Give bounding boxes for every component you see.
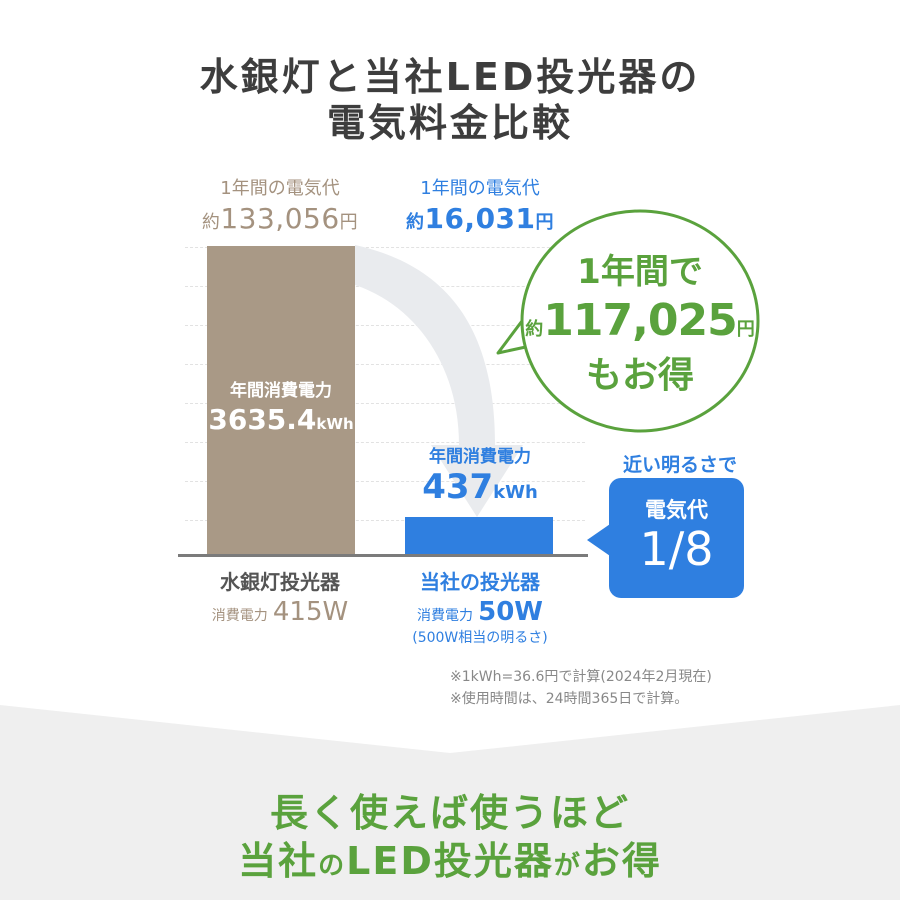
bottom-line1: 長く使えば使うほど — [269, 791, 630, 835]
mercury-power-label: 消費電力 — [211, 608, 268, 624]
led-category-label: 当社の投光器 — [420, 570, 540, 594]
led-power-label: 消費電力 — [417, 608, 474, 624]
savings-amount-row: 約117,025円 — [520, 295, 760, 346]
note-line1: ※1kWh=36.6円で計算(2024年2月現在) — [450, 669, 712, 685]
bottom-line2-no: の — [318, 851, 347, 881]
mercury-cost-block: 1年間の電気代 約133,056円 — [180, 174, 380, 235]
page-title-line2: 電気料金比較 — [326, 101, 573, 145]
page-title-line1: 水銀灯と当社LED投光器の — [199, 55, 701, 99]
led-bar-label-block: 年間消費電力 437kWh — [380, 442, 580, 507]
mercury-bar-label: 年間消費電力 — [230, 381, 332, 401]
led-cost-value: 16,031 — [424, 202, 536, 235]
ratio-callout-box: 電気代 1/8 — [609, 478, 744, 598]
mercury-cost-label: 1年間の電気代 — [220, 178, 340, 199]
bottom-line2-post: お得 — [581, 839, 662, 883]
mercury-category-block: 水銀灯投光器 消費電力 415W — [185, 566, 375, 627]
savings-prefix: 約 — [525, 319, 544, 340]
led-power-row: 消費電力 50W — [385, 597, 575, 627]
mercury-bar-label-block: 年間消費電力 3635.4kWh — [207, 376, 355, 436]
mercury-bar-value: 3635.4 — [208, 403, 317, 436]
led-bar-label: 年間消費電力 — [429, 447, 531, 467]
ratio-callout-pointer-icon — [587, 522, 613, 558]
savings-speech-bubble — [496, 209, 760, 433]
led-bar-unit: kWh — [493, 482, 538, 503]
reduction-arrow-icon — [355, 245, 523, 517]
mercury-bar-unit: kWh — [316, 415, 354, 433]
bottom-line2-ga: が — [553, 851, 582, 881]
led-power-value: 50W — [478, 597, 543, 627]
led-cost-label: 1年間の電気代 — [420, 178, 540, 199]
savings-line1: 1年間で — [577, 252, 703, 292]
bottom-line2-pre: 当社 — [238, 839, 319, 883]
bottom-line2-mid: LED投光器 — [346, 839, 554, 883]
bottom-band-chevron — [0, 705, 900, 753]
led-category-block: 当社の投光器 消費電力 50W (500W相当の明るさ) — [385, 566, 575, 647]
savings-bubble-text: 1年間で 約117,025円 もお得 — [520, 244, 760, 398]
led-bar-value: 437 — [422, 467, 494, 507]
mercury-category-label: 水銀灯投光器 — [220, 570, 340, 594]
note-line2: ※使用時間は、24時間365日で計算。 — [450, 691, 689, 707]
mercury-cost-value-row: 約133,056円 — [180, 202, 380, 235]
led-cost-unit: 円 — [535, 212, 555, 233]
mercury-power-row: 消費電力 415W — [185, 597, 375, 627]
led-bar-value-row: 437kWh — [380, 467, 580, 507]
mercury-power-value: 415W — [272, 597, 349, 627]
mercury-cost-value: 133,056 — [220, 202, 340, 235]
mercury-bar-value-row: 3635.4kWh — [207, 403, 355, 436]
mercury-cost-prefix: 約 — [201, 212, 221, 233]
led-cost-value-row: 約16,031円 — [380, 202, 580, 235]
ratio-label: 電気代 — [645, 498, 708, 522]
bar-led — [405, 516, 553, 554]
bottom-line2: 当社のLED投光器がお得 — [0, 830, 900, 885]
mercury-cost-unit: 円 — [339, 212, 359, 233]
ratio-heading: 近い明るさで — [622, 454, 737, 476]
ratio-value: 1/8 — [639, 522, 714, 576]
led-cost-block: 1年間の電気代 約16,031円 — [380, 174, 580, 235]
chart-baseline — [178, 554, 588, 557]
bar-mercury — [207, 246, 355, 554]
savings-line3: もお得 — [585, 355, 694, 396]
savings-amount: 117,025 — [543, 295, 737, 346]
savings-unit: 円 — [736, 319, 755, 340]
led-cost-prefix: 約 — [405, 212, 425, 233]
led-power-note: (500W相当の明るさ) — [412, 630, 548, 646]
